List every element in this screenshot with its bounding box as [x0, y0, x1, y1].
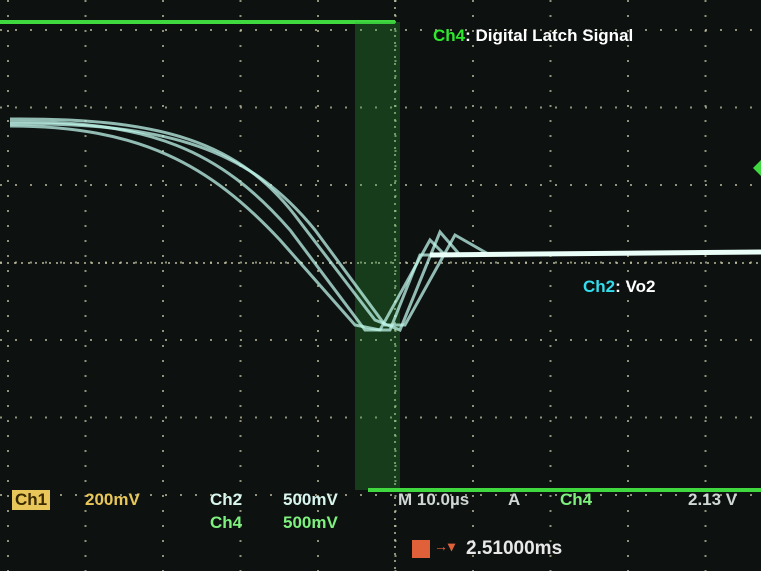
ch1-scale: 200mV [85, 490, 140, 510]
channel-name: Ch4 [433, 26, 465, 45]
trigger-source: Ch4 [560, 490, 592, 510]
ch1-badge: Ch1 [12, 490, 50, 510]
trigger-position: 2.51000ms [466, 538, 562, 560]
oscilloscope-screen: Ch4: Digital Latch Signal Ch2: Vo2 Ch1 2… [0, 0, 761, 571]
ch2-scale: 500mV [283, 490, 338, 510]
annotation-label: : Digital Latch Signal [465, 26, 633, 45]
ch2-name: Ch2 [210, 490, 242, 510]
ch4-name: Ch4 [210, 513, 242, 533]
trigger-level: 2.13 V [688, 490, 737, 510]
timebase: M 10.0µs [398, 490, 469, 510]
ch4-annotation: Ch4: Digital Latch Signal [433, 25, 648, 46]
trigger-icon [412, 540, 430, 558]
ch4-scale: 500mV [283, 513, 338, 533]
ch2-annotation: Ch2: Vo2 [583, 276, 655, 297]
trigger-arrow: →▾ [434, 538, 455, 555]
trigger-mode: A [508, 490, 520, 510]
ch4-edge-jitter [355, 22, 400, 490]
ch2-settled [430, 252, 761, 255]
channel-name: Ch2 [583, 277, 615, 296]
annotation-label: : Vo2 [615, 277, 655, 296]
